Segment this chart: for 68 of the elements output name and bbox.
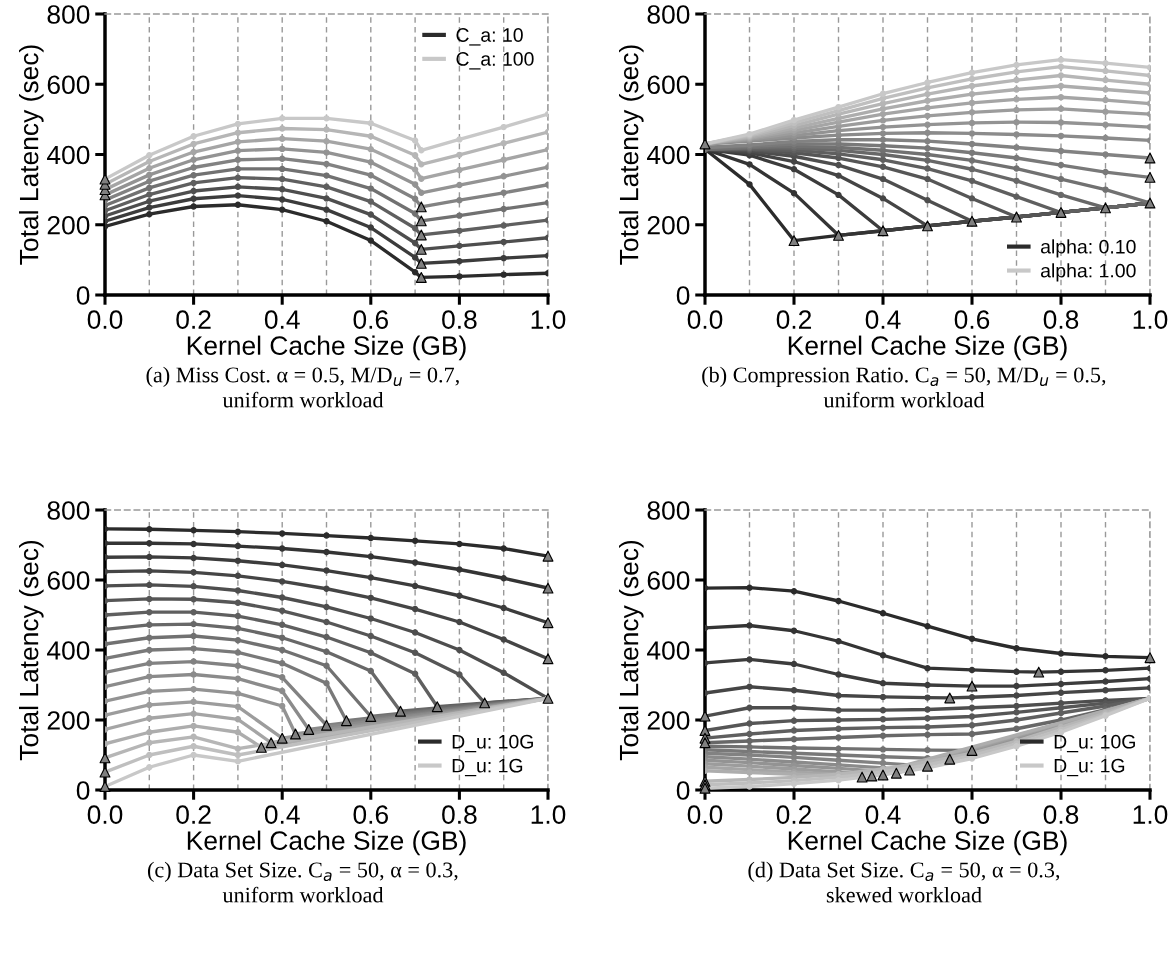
x-tick-label: 0.4 [264, 805, 300, 824]
text: (b) Compression Ratio. C$_{a}$ = 50, M/D$_{u}$ = 0.5, [702, 366, 1106, 387]
x-tick-label: 0.6 [954, 805, 990, 824]
x-tick-label: 0.8 [1043, 805, 1079, 824]
y-tick-label: 0 [676, 286, 690, 305]
legend-label: D_u: 1G [1054, 758, 1125, 777]
text: skewed workload [826, 886, 982, 903]
text: (c) Data Set Size. C$_{a}$ = 50, α = 0.3, [147, 861, 458, 882]
y-tick-label: 200 [647, 711, 690, 730]
legend-label: D_u: 1G [452, 758, 523, 777]
text: uniform workload [222, 391, 384, 408]
x-tick-label: 1.0 [531, 310, 566, 329]
y-tick-label: 600 [647, 75, 690, 95]
x-tick-label: 0.4 [865, 805, 901, 824]
x-tick-label: 1.0 [1133, 310, 1168, 329]
y-tick-label: 200 [47, 215, 90, 235]
x-tick-label: 0.8 [442, 805, 477, 824]
y-axis-title: Total Latency (sec) [619, 45, 644, 265]
x-axis-title: Kernel Cache Size (GB) [788, 830, 1067, 856]
x-tick-label: 0.2 [176, 310, 211, 329]
x-tick-label: 1.0 [531, 805, 566, 824]
text: (a) Miss Cost. α = 0.5, M/D$_{u}$ = 0.7, [146, 366, 459, 387]
legend-label: D_u: 10G [452, 734, 533, 753]
x-axis-title: Kernel Cache Size (GB) [788, 335, 1067, 361]
x-axis-title: Kernel Cache Size (GB) [187, 335, 466, 361]
x-tick-label: 0.4 [264, 310, 300, 329]
y-tick-label: 800 [647, 501, 690, 520]
y-tick-label: 800 [47, 5, 90, 24]
x-tick-label: 0.8 [442, 310, 477, 329]
legend-label: D_u: 10G [1054, 734, 1135, 753]
text: uniform workload [222, 886, 384, 903]
legend-label: C_a: 10 [456, 28, 523, 46]
y-tick-label: 0 [76, 286, 90, 305]
text: uniform workload [823, 391, 985, 408]
y-tick-label: 200 [647, 215, 690, 235]
x-tick-label: 0.4 [865, 310, 901, 329]
x-tick-label: 0.0 [687, 310, 723, 329]
x-tick-label: 1.0 [1133, 805, 1168, 824]
x-tick-label: 0.2 [776, 805, 812, 824]
x-tick-label: 0.2 [176, 805, 211, 824]
y-axis-title: Total Latency (sec) [619, 540, 644, 761]
y-tick-label: 600 [47, 571, 90, 590]
x-tick-label: 0.2 [776, 310, 812, 329]
y-axis-title: Total Latency (sec) [19, 540, 44, 761]
x-tick-label: 0.0 [87, 805, 123, 824]
x-tick-label: 0.0 [687, 805, 723, 824]
y-tick-label: 800 [47, 501, 90, 520]
y-tick-label: 400 [47, 641, 90, 660]
x-tick-label: 0.6 [954, 310, 990, 329]
y-tick-label: 400 [647, 641, 690, 660]
legend-label: C_a: 100 [456, 52, 534, 70]
y-tick-label: 200 [47, 711, 90, 730]
text: (d) Data Set Size. C$_{a}$ = 50, α = 0.3, [748, 861, 1060, 882]
y-tick-label: 0 [76, 781, 90, 800]
y-tick-label: 0 [676, 781, 690, 800]
y-tick-label: 400 [647, 145, 690, 165]
y-tick-label: 800 [647, 5, 690, 24]
legend-label: alpha: 0.10 [1041, 239, 1136, 258]
x-tick-label: 0.0 [87, 310, 123, 329]
x-tick-label: 0.8 [1043, 310, 1079, 329]
y-tick-label: 600 [647, 571, 690, 590]
x-axis-title: Kernel Cache Size (GB) [187, 830, 466, 856]
x-tick-label: 0.6 [353, 310, 388, 329]
y-tick-label: 400 [47, 145, 90, 165]
x-tick-label: 0.6 [353, 805, 388, 824]
y-axis-title: Total Latency (sec) [19, 45, 44, 265]
legend-label: alpha: 1.00 [1041, 263, 1136, 282]
y-tick-label: 600 [47, 75, 90, 95]
